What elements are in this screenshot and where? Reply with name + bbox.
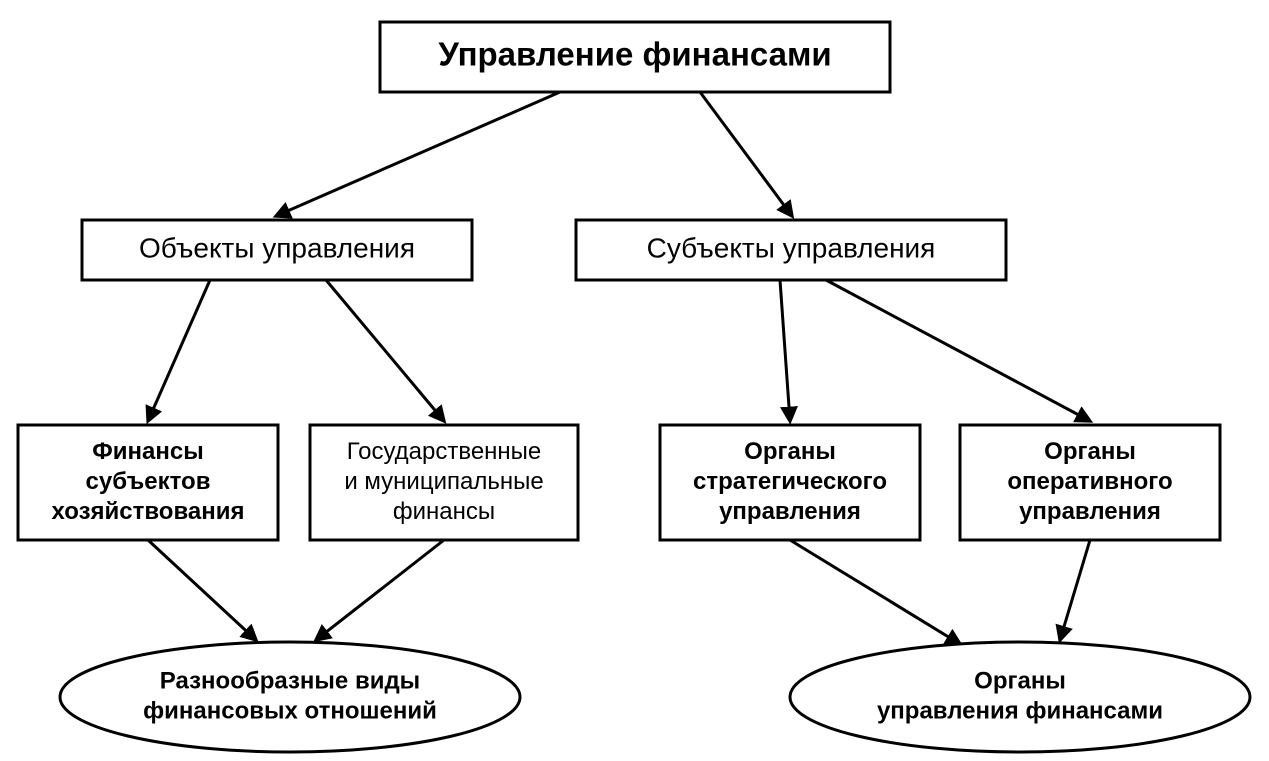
- edge-8: [790, 540, 960, 644]
- node-subjects-label-0: Субъекты управления: [647, 232, 936, 263]
- node-strategic-label-0: Органы: [744, 438, 836, 465]
- node-bodies: Органы управления финансами: [790, 642, 1250, 752]
- node-relations-label-0: Разнообразные виды: [160, 667, 420, 694]
- edge-6: [148, 540, 256, 640]
- node-gov_fin-label-2: финансы: [393, 498, 495, 525]
- edge-9: [1060, 540, 1090, 640]
- node-root: Управление финансами: [380, 22, 890, 92]
- edge-5: [826, 280, 1090, 421]
- nodes-layer: Управление финансами Объекты управления Су…: [18, 22, 1250, 752]
- node-operative-label-1: оперативного: [1007, 468, 1172, 495]
- node-strategic: Органы стратегического управления: [660, 425, 920, 540]
- node-bodies-label-1: управления финансами: [877, 697, 1163, 724]
- node-gov_fin: Государственные и муниципальные финансы: [310, 425, 578, 540]
- diagram-canvas: Управление финансами Объекты управления Су…: [0, 0, 1269, 761]
- node-objects: Объекты управления: [82, 220, 472, 280]
- node-operative-label-0: Органы: [1044, 438, 1136, 465]
- node-fin_subj-label-0: Финансы: [92, 438, 203, 465]
- node-objects-label-0: Объекты управления: [139, 232, 415, 263]
- node-strategic-label-2: управления: [719, 498, 861, 525]
- edge-1: [700, 92, 792, 216]
- node-relations-label-1: финансовых отношений: [143, 697, 437, 724]
- node-fin_subj-label-1: субъектов: [86, 468, 211, 495]
- node-gov_fin-label-0: Государственные: [347, 438, 542, 465]
- node-subjects: Субъекты управления: [576, 220, 1006, 280]
- edge-2: [148, 280, 210, 421]
- edge-0: [276, 92, 560, 216]
- edge-4: [780, 280, 790, 421]
- node-bodies-label-0: Органы: [974, 667, 1066, 694]
- edge-3: [326, 280, 444, 421]
- node-fin_subj: Финансы субъектов хозяйствования: [18, 425, 278, 540]
- node-operative: Органы оперативного управления: [960, 425, 1220, 540]
- node-relations: Разнообразные виды финансовых отношений: [60, 642, 520, 752]
- node-fin_subj-label-2: хозяйствования: [51, 498, 244, 525]
- node-strategic-label-1: стратегического: [693, 468, 887, 495]
- node-operative-label-2: управления: [1019, 498, 1161, 525]
- edges-layer: [148, 92, 1090, 644]
- edge-7: [316, 540, 444, 640]
- node-root-label-0: Управление финансами: [438, 36, 831, 73]
- node-gov_fin-label-1: и муниципальные: [344, 468, 543, 495]
